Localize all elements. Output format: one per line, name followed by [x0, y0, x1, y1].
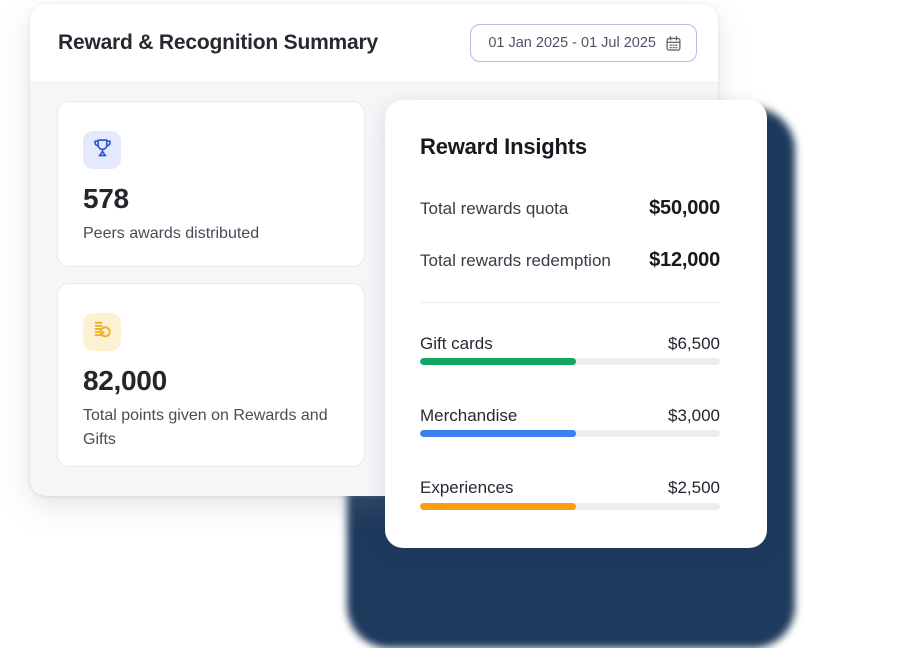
page-title: Reward & Recognition Summary: [58, 31, 378, 54]
category-label: Experiences: [420, 478, 514, 497]
insights-divider: [420, 302, 720, 303]
summary-value: $50,000: [649, 197, 720, 219]
category-bar-fill: [420, 358, 576, 365]
category-row: Gift cards $6,500: [420, 334, 720, 354]
stat-label: Total points given on Rewards and Gifts: [83, 407, 328, 448]
stat-value: 82,000: [83, 365, 167, 396]
category-row: Experiences $2,500: [420, 478, 720, 498]
summary-row: Total rewards quota $50,000: [420, 197, 720, 220]
stat-icon-badge: [83, 131, 121, 169]
summary-row: Total rewards redemption $12,000: [420, 249, 720, 272]
category-value: $2,500: [668, 478, 720, 497]
category-row: Merchandise $3,000: [420, 406, 720, 426]
category-label: Gift cards: [420, 334, 493, 353]
stat-card-peer-awards: 578 Peers awards distributed: [57, 101, 365, 267]
category-bar-track: [420, 358, 720, 365]
date-range-picker[interactable]: 01 Jan 2025 - 01 Jul 2025: [470, 24, 697, 62]
date-range-label: 01 Jan 2025 - 01 Jul 2025: [488, 35, 656, 51]
calendar-icon: [665, 35, 682, 52]
category-label: Merchandise: [420, 406, 518, 425]
coins-icon: [91, 318, 114, 346]
stat-card-total-points: 82,000 Total points given on Rewards and…: [57, 283, 365, 467]
insights-card: Reward Insights Total rewards quota $50,…: [385, 100, 767, 548]
category-bar-fill: [420, 430, 576, 437]
category-value: $3,000: [668, 406, 720, 425]
category-value: $6,500: [668, 334, 720, 353]
insights-title: Reward Insights: [420, 134, 587, 159]
stat-icon-badge: [83, 313, 121, 351]
page: { "header": { "title": "Reward & Recogni…: [30, 4, 795, 648]
category-bar-fill: [420, 503, 576, 510]
stat-value: 578: [83, 183, 129, 214]
panel-header: Reward & Recognition Summary 01 Jan 2025…: [30, 4, 718, 83]
category-bar-track: [420, 503, 720, 510]
summary-value: $12,000: [649, 249, 720, 271]
summary-label: Total rewards quota: [420, 199, 569, 218]
stat-label: Peers awards distributed: [83, 225, 260, 242]
category-bar-track: [420, 430, 720, 437]
trophy-icon: [91, 136, 114, 164]
summary-label: Total rewards redemption: [420, 251, 611, 270]
